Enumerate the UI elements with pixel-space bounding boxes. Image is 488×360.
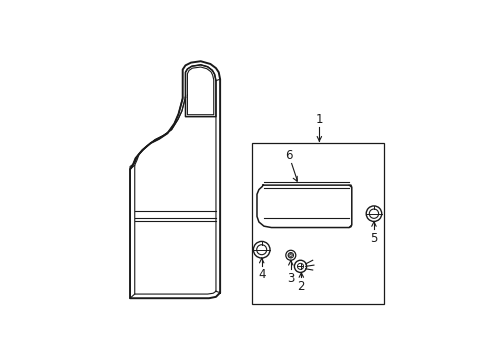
Text: 2: 2 <box>297 280 305 293</box>
Text: 3: 3 <box>286 272 294 285</box>
Text: 5: 5 <box>369 232 377 245</box>
Text: 6: 6 <box>285 149 292 162</box>
Text: 1: 1 <box>315 113 323 126</box>
Bar <box>251 143 383 304</box>
Text: 4: 4 <box>258 268 265 281</box>
